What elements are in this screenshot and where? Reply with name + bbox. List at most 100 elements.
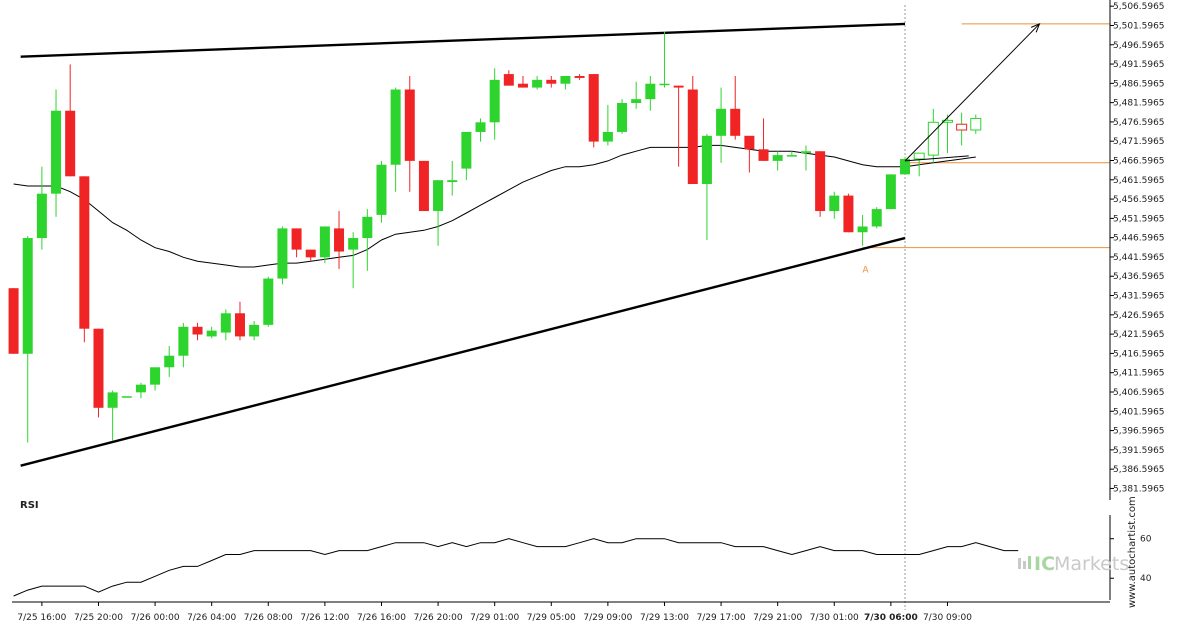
candle-body xyxy=(390,89,401,165)
candle xyxy=(588,74,599,148)
candle-body xyxy=(758,149,769,161)
candle xyxy=(913,152,925,177)
candle-body xyxy=(433,180,444,212)
candle-body xyxy=(532,79,543,88)
candle-body xyxy=(376,164,387,215)
candle-body xyxy=(927,121,939,156)
time-tick-label: 7/26 00:00 xyxy=(131,613,180,623)
price-tick-label: 5,411.5965 xyxy=(1113,369,1165,379)
candle xyxy=(602,104,613,146)
candle-body xyxy=(164,355,175,368)
candle-body xyxy=(348,238,359,250)
price-tick-label: 5,386.5965 xyxy=(1113,465,1165,475)
candle xyxy=(291,228,302,258)
candle xyxy=(178,322,189,368)
candle-body xyxy=(913,152,925,160)
candle-body xyxy=(900,158,911,175)
candle xyxy=(815,151,826,217)
candle xyxy=(79,176,90,343)
candle-body xyxy=(291,228,302,250)
price-tick-label: 5,436.5965 xyxy=(1113,272,1165,282)
candle-body xyxy=(305,249,316,258)
candle-body xyxy=(178,326,189,356)
time-tick-label: 7/29 05:00 xyxy=(527,613,576,623)
price-tick-label: 5,391.5965 xyxy=(1113,446,1165,456)
candle xyxy=(617,99,628,134)
candle-body xyxy=(263,278,274,325)
price-tick-label: 5,481.5965 xyxy=(1113,99,1165,109)
candle-body xyxy=(659,83,670,86)
time-tick-label: 7/30 06:00 xyxy=(864,613,918,623)
candle xyxy=(447,160,458,196)
price-axis: 5,506.5965 5,501.5965 5,496.5965 5,491.5965… xyxy=(1109,0,1165,500)
candle xyxy=(390,87,401,192)
price-tick-label: 5,476.5965 xyxy=(1113,118,1165,128)
candle xyxy=(249,320,260,341)
candle xyxy=(772,151,783,171)
candle xyxy=(22,236,33,443)
candle-body xyxy=(150,367,161,385)
candle-body xyxy=(22,238,33,354)
candle xyxy=(517,76,528,88)
candle-body xyxy=(503,74,514,86)
candle xyxy=(546,76,557,88)
candle xyxy=(319,226,330,264)
candle-body xyxy=(206,330,217,337)
time-tick-label: 7/26 04:00 xyxy=(187,613,236,623)
rsi-label: RSI xyxy=(20,500,39,511)
candle xyxy=(362,209,373,271)
trendlines xyxy=(20,22,906,467)
price-tick-label: 5,491.5965 xyxy=(1113,60,1165,70)
rsi-tick-label: 60 xyxy=(1140,535,1152,545)
candle-body xyxy=(730,108,741,136)
time-tick-label: 7/25 16:00 xyxy=(17,613,66,623)
candle xyxy=(305,249,316,262)
candle-body xyxy=(234,313,245,337)
candle-body xyxy=(829,195,840,212)
rsi-line xyxy=(13,538,1019,597)
time-tick-label: 7/26 12:00 xyxy=(300,613,349,623)
candle-body xyxy=(588,74,599,142)
price-tick-label: 5,461.5965 xyxy=(1113,176,1165,186)
candle xyxy=(800,145,811,171)
candle-body xyxy=(475,122,486,132)
candle xyxy=(418,160,429,212)
candle-body xyxy=(36,193,47,239)
candle-body xyxy=(362,216,373,239)
candle-body xyxy=(447,180,458,183)
candle-body xyxy=(79,176,90,329)
price-tick-label: 5,406.5965 xyxy=(1113,388,1165,398)
candle-body xyxy=(517,83,528,88)
candle xyxy=(51,89,62,217)
brand-ic: IC xyxy=(1034,553,1055,575)
brand-markets: Markets xyxy=(1054,553,1129,575)
time-tick-label: 7/29 01:00 xyxy=(470,613,519,623)
candle xyxy=(93,328,104,418)
projection-arrow-head xyxy=(1030,23,1041,33)
candle xyxy=(687,76,698,185)
candle xyxy=(885,174,896,210)
candles xyxy=(8,31,982,443)
candle-body xyxy=(404,89,415,161)
price-tick-label: 5,471.5965 xyxy=(1113,137,1165,147)
candle xyxy=(659,31,670,88)
candle-body xyxy=(8,288,19,354)
candle-body xyxy=(701,135,712,185)
candle xyxy=(970,114,982,134)
brand-logo: IC Markets xyxy=(1018,553,1129,575)
candle xyxy=(744,135,755,173)
candle-body xyxy=(885,174,896,210)
time-tick-label: 7/30 01:00 xyxy=(810,613,859,623)
candle xyxy=(631,81,642,109)
candle-body xyxy=(800,151,811,154)
candle-body xyxy=(489,79,500,123)
rsi-panel: RSI 60 40 xyxy=(13,500,1152,600)
price-tick-label: 5,456.5965 xyxy=(1113,195,1165,205)
candle-body xyxy=(970,117,982,131)
price-tick-label: 5,416.5965 xyxy=(1113,349,1165,359)
candle-body xyxy=(192,326,203,335)
candle-body xyxy=(687,89,698,185)
pattern-point-label: A xyxy=(862,265,869,275)
price-tick-label: 5,421.5965 xyxy=(1113,330,1165,340)
